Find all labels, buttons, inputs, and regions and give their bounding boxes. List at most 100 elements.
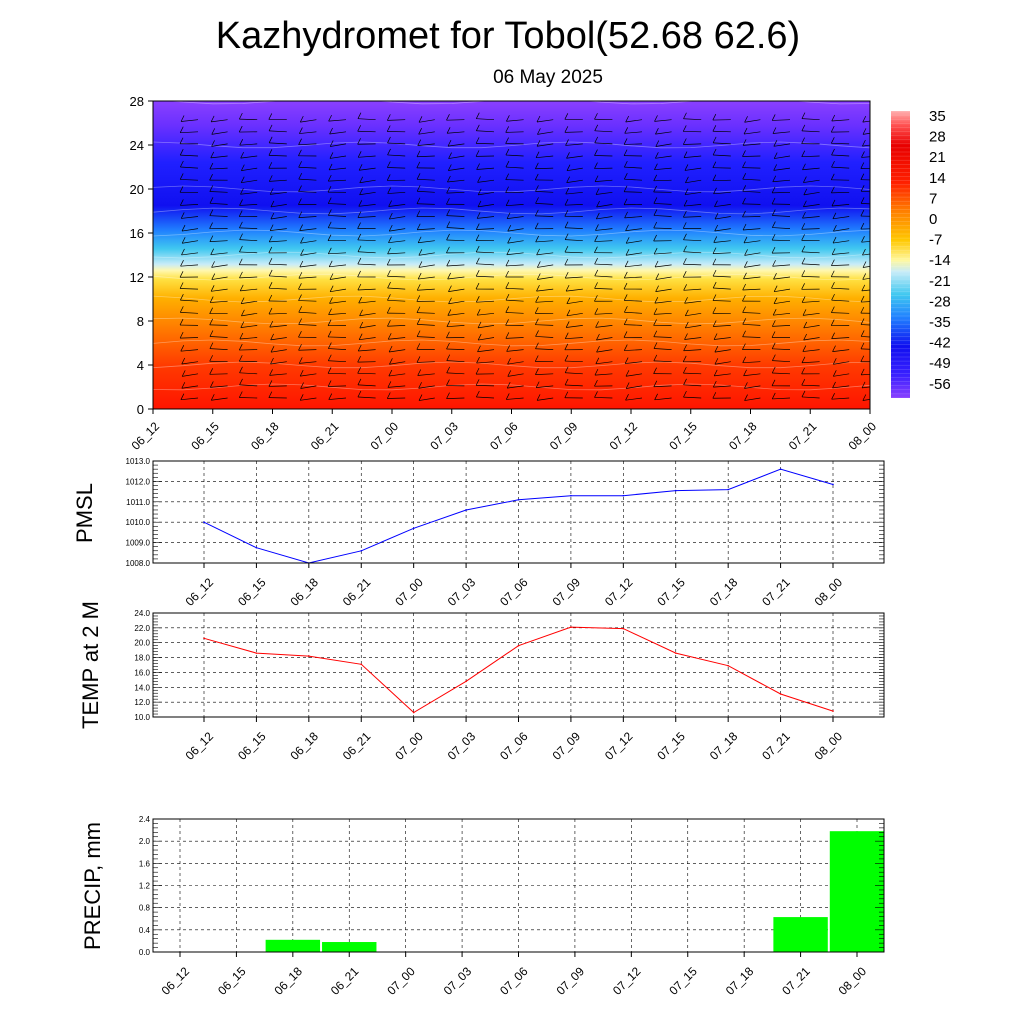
- wind-barb-flag: [771, 233, 776, 241]
- wind-barb: [831, 397, 850, 400]
- wind-barb-flag: [594, 269, 599, 277]
- wind-barb-flag: [298, 318, 302, 325]
- wind-barb-flag: [594, 257, 598, 265]
- colorbar-label: -7: [929, 232, 942, 249]
- wind-barb: [772, 264, 791, 267]
- x-tick-label: 06_21: [340, 729, 374, 763]
- wind-barb-flag: [712, 380, 717, 388]
- y-tick-label: 20: [130, 182, 144, 197]
- wind-barb: [506, 204, 524, 207]
- wind-barb: [477, 216, 495, 219]
- wind-barb-flag: [653, 197, 658, 204]
- wind-barb: [712, 300, 731, 302]
- wind-barb-flag: [564, 199, 569, 206]
- wind-barb: [268, 263, 287, 266]
- x-tick-label: 07_15: [654, 575, 688, 609]
- wind-barb: [268, 312, 287, 315]
- wind-barb-flag: [564, 233, 569, 240]
- wind-barb-flag: [476, 356, 480, 364]
- wind-barb: [416, 312, 435, 314]
- wind-barb-flag: [179, 282, 184, 289]
- x-tick-label: 06_18: [287, 575, 321, 609]
- pmsl-panel: PMSL 1008.0 1009.0 1010.0 1011.0 1012.0 1013.…: [72, 457, 885, 609]
- wind-barb-flag: [564, 354, 569, 362]
- wind-barb: [180, 311, 199, 314]
- wind-barb-flag: [771, 392, 776, 400]
- wind-barb-flag: [268, 294, 273, 302]
- wind-barb: [742, 312, 761, 314]
- x-tick-label: 06_12: [183, 729, 217, 763]
- wind-barb-flag: [742, 161, 746, 168]
- wind-barb-flag: [832, 345, 836, 352]
- wind-barb: [180, 299, 199, 302]
- wind-barbs: [179, 112, 870, 401]
- wind-barb: [209, 167, 228, 170]
- wind-barb: [683, 143, 702, 145]
- wind-barb: [298, 191, 317, 193]
- wind-barb-flag: [653, 247, 658, 255]
- wind-barb: [448, 155, 465, 159]
- wind-barb-flag: [239, 332, 244, 340]
- wind-barb: [624, 178, 643, 181]
- wind-barb: [831, 154, 850, 157]
- wind-barb-flag: [268, 307, 273, 315]
- wind-barb: [447, 179, 465, 183]
- wind-barb-flag: [210, 285, 215, 292]
- wind-barb-flag: [448, 285, 452, 292]
- wind-barb: [684, 337, 702, 340]
- wind-barb: [683, 155, 702, 158]
- wind-barb-flag: [742, 185, 747, 192]
- colorbar-label: -49: [929, 355, 951, 372]
- wind-barb-flag: [683, 344, 687, 351]
- wind-barb-flag: [209, 330, 214, 337]
- data-point: [570, 626, 572, 628]
- wind-barb-flag: [683, 199, 688, 207]
- data-point: [412, 711, 415, 714]
- wind-barb-flag: [801, 150, 806, 157]
- wind-barb-flag: [803, 188, 808, 196]
- wind-barb: [418, 252, 435, 256]
- wind-barb-flag: [505, 393, 510, 400]
- contour-line: [153, 273, 870, 281]
- wind-barb-flag: [654, 393, 658, 400]
- wind-barb: [684, 300, 702, 304]
- wind-barb-flag: [179, 126, 184, 133]
- wind-barb-flag: [683, 233, 687, 240]
- wind-barb: [683, 396, 702, 399]
- wind-barb-flag: [209, 296, 214, 303]
- wind-barb: [270, 361, 287, 365]
- wind-barb: [388, 373, 406, 377]
- wind-barb-flag: [507, 370, 512, 377]
- wind-barb-flag: [507, 225, 512, 232]
- wind-barb-flag: [714, 224, 719, 232]
- wind-barb: [653, 227, 672, 229]
- wind-barb-flag: [566, 176, 570, 183]
- wind-barb: [507, 361, 524, 365]
- wind-barb-flag: [386, 258, 391, 266]
- wind-barb: [625, 264, 643, 268]
- wind-barb: [683, 118, 702, 121]
- x-tick-label: 06_12: [159, 964, 193, 998]
- wind-barb: [240, 155, 258, 159]
- data-point: [308, 655, 310, 657]
- data-point: [622, 627, 625, 630]
- wind-barb: [357, 263, 376, 266]
- wind-barb-flag: [417, 236, 422, 243]
- wind-barb-flag: [801, 257, 806, 265]
- contour-line: [153, 317, 870, 325]
- wind-barb: [477, 325, 495, 329]
- wind-barb-flag: [239, 366, 243, 373]
- wind-barb: [211, 143, 228, 147]
- wind-barb-flag: [476, 257, 480, 264]
- wind-barb-flag: [714, 358, 719, 365]
- y-tick-label: 0.0: [139, 948, 151, 957]
- wind-barb-flag: [388, 345, 393, 353]
- wind-barb-flag: [418, 382, 422, 389]
- x-tick-label: 07_12: [602, 729, 636, 763]
- wind-barb: [743, 228, 761, 231]
- wind-barb-flag: [742, 318, 747, 325]
- wind-barb-flag: [801, 379, 806, 386]
- wind-barb: [803, 337, 820, 341]
- wind-barb-flag: [387, 281, 391, 289]
- wind-barb-flag: [505, 306, 510, 313]
